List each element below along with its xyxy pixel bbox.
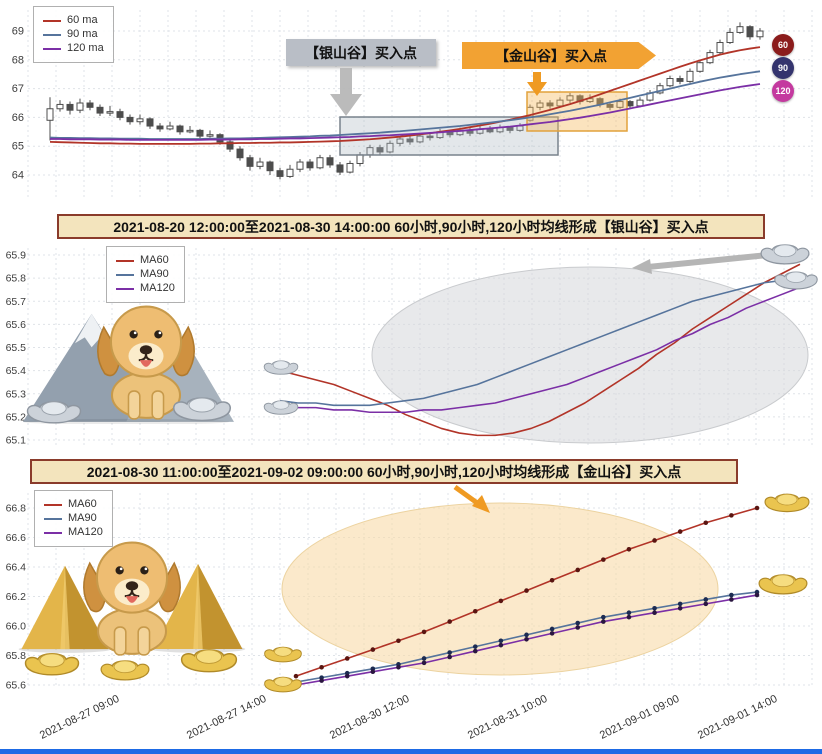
candlestick-ma-chart: 69 68 67 66 65 64	[12, 10, 813, 200]
legend-line-swatch	[44, 531, 62, 534]
svg-text:65.4: 65.4	[6, 365, 27, 377]
svg-text:69: 69	[12, 26, 24, 38]
svg-text:65.3: 65.3	[6, 388, 27, 400]
svg-text:65.9: 65.9	[6, 250, 27, 262]
silver-ingot-icon	[24, 394, 84, 432]
silver-ingot-icon	[262, 396, 300, 420]
svg-text:66.0: 66.0	[6, 621, 27, 633]
svg-text:2021-08-27 09:00: 2021-08-27 09:00	[38, 693, 121, 742]
svg-text:2021-09-01 14:00: 2021-09-01 14:00	[696, 693, 779, 742]
legend-entry: 90 ma	[43, 29, 104, 40]
ma-badge-90: 90	[772, 57, 794, 79]
svg-text:65.8: 65.8	[6, 650, 27, 662]
silver-ingot-icon	[262, 356, 300, 380]
svg-text:65.8: 65.8	[6, 273, 27, 285]
svg-text:2021-08-27 14:00: 2021-08-27 14:00	[185, 693, 268, 742]
svg-text:65.6: 65.6	[6, 680, 27, 692]
gold-valley-callout-label: 【金山谷】买入点	[495, 47, 607, 64]
svg-text:66.8: 66.8	[6, 503, 27, 515]
legend-entry: 60 ma	[43, 15, 104, 26]
legend-line-swatch	[43, 47, 61, 50]
svg-text:68: 68	[12, 54, 24, 66]
gold-down-arrow-icon	[527, 72, 547, 96]
svg-text:65.1: 65.1	[6, 435, 27, 447]
svg-text:67: 67	[12, 83, 24, 95]
legend-entry: MA120	[44, 527, 103, 538]
legend-entry: MA90	[116, 269, 175, 280]
legend-entry: 120 ma	[43, 43, 104, 54]
ma-badge-120: 120	[772, 80, 794, 102]
svg-text:66.6: 66.6	[6, 532, 27, 544]
legend-line-swatch	[116, 287, 134, 290]
svg-text:65.7: 65.7	[6, 296, 27, 308]
bottom-edge-bar	[0, 749, 822, 754]
gold-ingot-icon	[22, 646, 82, 684]
legend-gold-chart: MA60 MA90 MA120	[34, 490, 113, 547]
legend-line-swatch	[116, 259, 134, 262]
legend-entry: MA90	[44, 513, 103, 524]
svg-text:65.2: 65.2	[6, 411, 27, 423]
svg-text:64: 64	[12, 170, 24, 182]
ma-badge-60: 60	[772, 34, 794, 56]
silver-ingot-icon	[170, 390, 234, 430]
ma-period-badges: 60 90 120	[772, 0, 798, 112]
gold-ingot-icon	[762, 488, 812, 519]
gold-ingot-icon	[178, 642, 240, 681]
silver-valley-callout: 【银山谷】买入点	[286, 39, 436, 66]
gold-ingot-icon	[98, 654, 152, 688]
legend-line-swatch	[116, 273, 134, 276]
svg-text:2021-09-01 09:00: 2021-09-01 09:00	[598, 693, 681, 742]
silver-down-arrow-icon	[330, 68, 362, 116]
legend-entry: MA60	[116, 255, 175, 266]
legend-line-swatch	[43, 19, 61, 22]
silver-valley-callout-label: 【银山谷】买入点	[305, 44, 417, 61]
legend-line-swatch	[44, 517, 62, 520]
svg-text:66: 66	[12, 112, 24, 124]
legend-line-swatch	[44, 503, 62, 506]
gold-valley-title-banner: 2021-08-30 11:00:00至2021-09-02 09:00:00 …	[30, 459, 738, 484]
legend-top-chart: 60 ma 90 ma 120 ma	[33, 6, 114, 63]
legend-entry: MA120	[116, 283, 175, 294]
gold-ingot-icon	[756, 568, 810, 602]
legend-entry: MA60	[44, 499, 103, 510]
svg-text:2021-08-31 10:00: 2021-08-31 10:00	[466, 693, 549, 742]
legend-silver-chart: MA60 MA90 MA120	[106, 246, 185, 303]
svg-text:65.5: 65.5	[6, 342, 27, 354]
gold-valley-callout: 【金山谷】买入点	[462, 42, 656, 69]
legend-line-swatch	[43, 33, 61, 36]
silver-valley-title-banner: 2021-08-20 12:00:00至2021-08-30 14:00:00 …	[57, 214, 765, 239]
gold-valley-ma-chart: 66.8 66.6 66.4 66.2 66.0 65.8 65.6 2021-08-27 0…	[6, 485, 813, 742]
svg-text:66.2: 66.2	[6, 591, 27, 603]
gold-ingot-icon	[262, 642, 304, 668]
svg-text:2021-08-30 12:00: 2021-08-30 12:00	[328, 693, 411, 742]
silver-ingot-icon	[772, 266, 820, 296]
svg-text:65: 65	[12, 141, 24, 153]
svg-text:65.6: 65.6	[6, 319, 27, 331]
svg-text:66.4: 66.4	[6, 562, 27, 574]
gold-ingot-icon	[262, 672, 304, 698]
